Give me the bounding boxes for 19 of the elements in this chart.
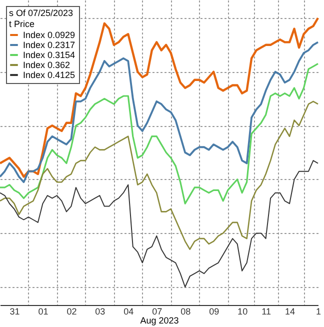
x-tick-label: 14 (285, 306, 296, 316)
legend-label: Index 0.0929 (23, 30, 76, 40)
x-tick-label: 10 (238, 306, 248, 316)
x-tick-label: 02 (66, 306, 77, 316)
legend-title: s Of 07/25/2023 t Price (9, 8, 74, 29)
x-axis-title: Aug 2023 (140, 316, 179, 326)
x-tick-label: 01 (38, 306, 48, 316)
legend-label: Index 0.4125 (23, 70, 76, 80)
x-tick-label: 07 (152, 306, 162, 316)
legend-label: Index 0.2317 (23, 40, 76, 50)
legend-label: Index 0.3154 (23, 50, 76, 60)
x-tick-label: 31 (10, 306, 20, 316)
x-tick-label: 1 (316, 306, 322, 316)
x-tick-label: 03 (95, 306, 106, 316)
x-tick-label: 11 (262, 306, 271, 316)
x-tick-label: 09 (209, 306, 220, 316)
x-tick-label: 04 (124, 306, 134, 316)
x-tick-label: 08 (180, 306, 191, 316)
legend-label: Index 0.362 (23, 60, 70, 70)
